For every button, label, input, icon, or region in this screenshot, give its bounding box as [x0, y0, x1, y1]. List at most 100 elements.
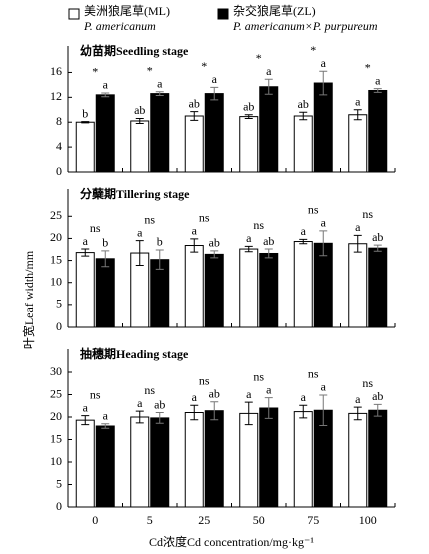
significance-letter: a [137, 225, 143, 239]
significance-mark: ns [144, 212, 155, 226]
y-tick-label: 8 [56, 114, 62, 128]
significance-letter: ab [154, 397, 165, 411]
error-bar [190, 111, 199, 121]
error-bar [155, 249, 164, 270]
significance-mark: * [201, 59, 207, 73]
bar [130, 120, 150, 173]
bar [368, 247, 388, 328]
error-bar [210, 250, 219, 259]
significance-letter: a [301, 224, 307, 238]
significance-letter: a [83, 234, 89, 248]
error-bar [373, 88, 382, 93]
y-axis-label: 叶宽Leaf width/mm [21, 250, 36, 349]
error-bar [155, 412, 164, 424]
error-bar [373, 403, 382, 417]
error-bar [244, 401, 253, 426]
significance-letter: a [212, 72, 218, 86]
significance-mark: ns [199, 211, 210, 225]
error-bar [101, 423, 110, 429]
significance-letter: a [266, 64, 272, 78]
bar [348, 412, 368, 508]
bar [293, 411, 313, 508]
error-bar [101, 250, 110, 268]
significance-letter: b [157, 235, 163, 249]
significance-letter: b [82, 106, 88, 120]
significance-letter: ab [189, 96, 200, 110]
bar [184, 245, 204, 328]
significance-letter: a [355, 95, 361, 109]
significance-mark: ns [362, 376, 373, 390]
bar [348, 114, 368, 173]
significance-letter: a [355, 392, 361, 406]
significance-letter: a [321, 380, 327, 394]
legend-swatch [217, 8, 229, 20]
bar [184, 412, 204, 508]
error-bar [210, 86, 219, 101]
y-tick-label: 5 [56, 297, 62, 311]
error-bar [373, 244, 382, 252]
y-tick-label: 0 [56, 164, 62, 178]
error-bar [319, 70, 328, 96]
error-bar [244, 245, 253, 253]
bar [95, 425, 115, 508]
y-tick-label: 0 [56, 499, 62, 513]
error-bar [81, 248, 90, 257]
significance-letter: a [301, 390, 307, 404]
significance-letter: ab [298, 97, 309, 111]
error-bar [264, 397, 273, 419]
bar [150, 93, 170, 173]
bar [239, 116, 259, 173]
legend-latin: P. americanum×P. purpureum [232, 19, 378, 33]
error-bar [244, 114, 253, 119]
error-bar [353, 406, 362, 421]
y-tick-label: 20 [50, 409, 62, 423]
bar [368, 89, 388, 173]
significance-letter: a [246, 231, 252, 245]
legend-label: 美洲狼尾草(ML) [84, 3, 170, 18]
legend-label: 杂交狼尾草(ZL) [233, 3, 316, 18]
bar [259, 252, 279, 328]
bar [75, 419, 95, 508]
significance-letter: b [102, 236, 108, 250]
legend-latin: P. americanum [83, 19, 156, 33]
y-tick-label: 15 [50, 431, 62, 445]
significance-letter: a [192, 390, 198, 404]
bar [348, 243, 368, 328]
bar [150, 417, 170, 508]
y-tick-label: 25 [50, 208, 62, 222]
bar [293, 115, 313, 173]
error-bar [81, 121, 90, 124]
significance-letter: ab [134, 103, 145, 117]
bar [293, 241, 313, 328]
y-tick-label: 10 [50, 274, 62, 288]
significance-letter: ab [372, 389, 383, 403]
x-tick-label: 100 [359, 513, 377, 527]
significance-mark: * [92, 65, 98, 79]
error-bar [155, 91, 164, 96]
y-tick-label: 25 [50, 386, 62, 400]
y-tick-label: 15 [50, 252, 62, 266]
error-bar [210, 401, 219, 421]
bar [239, 248, 259, 328]
x-tick-label: 0 [92, 513, 98, 527]
significance-letter: ab [372, 230, 383, 244]
error-bar [264, 248, 273, 259]
significance-mark: * [310, 43, 316, 57]
significance-mark: ns [253, 369, 264, 383]
bar [204, 93, 224, 173]
significance-mark: * [365, 60, 371, 74]
significance-mark: ns [308, 367, 319, 381]
error-bar [264, 78, 273, 95]
error-bar [101, 92, 110, 98]
error-bar [299, 111, 308, 121]
bar [204, 410, 224, 508]
bar [75, 252, 95, 328]
significance-letter: a [321, 216, 327, 230]
significance-mark: * [147, 63, 153, 77]
y-tick-label: 20 [50, 230, 62, 244]
significance-mark: ns [253, 218, 264, 232]
significance-mark: ns [90, 221, 101, 235]
significance-mark: ns [90, 387, 101, 401]
bar [313, 82, 333, 173]
